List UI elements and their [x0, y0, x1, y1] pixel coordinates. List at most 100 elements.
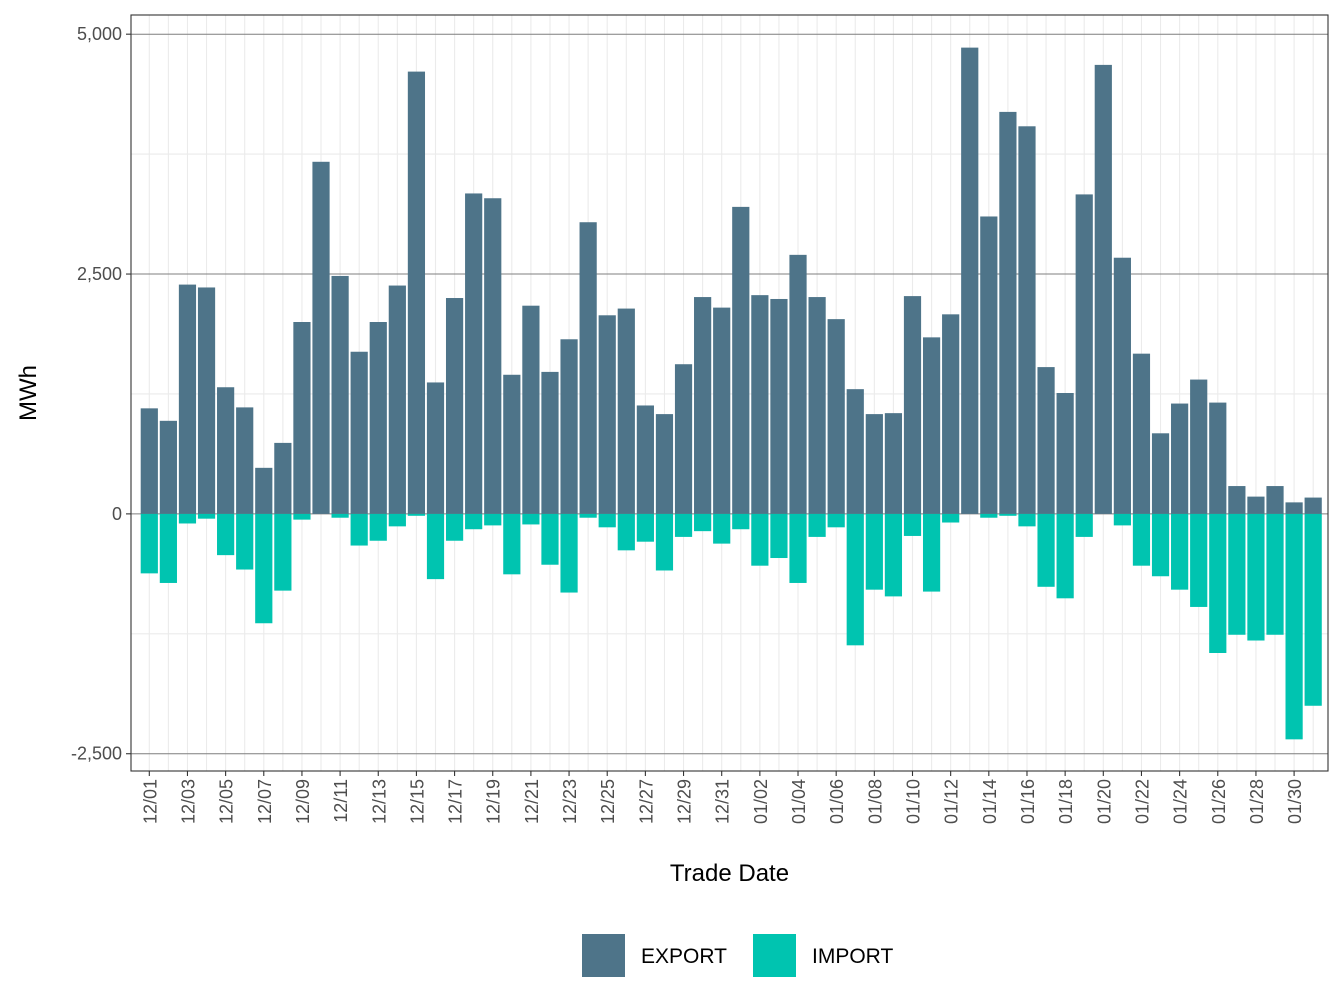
bar-export	[140, 408, 158, 514]
bar-import	[598, 513, 616, 528]
bar-export	[350, 351, 368, 514]
x-tick-label: 12/31	[713, 779, 733, 824]
y-tick-label: 5,000	[77, 24, 122, 44]
bar-import	[579, 513, 597, 518]
x-tick-label: 12/17	[446, 779, 466, 824]
x-tick-label: 01/26	[1209, 779, 1229, 824]
bar-export	[388, 285, 406, 514]
bar-export	[1056, 393, 1074, 514]
bar-import	[484, 513, 502, 526]
bar-export	[961, 47, 979, 514]
bar-import	[1304, 513, 1322, 706]
bar-export	[1266, 486, 1284, 514]
x-axis: 12/01 12/03 12/05 12/07 12/09 12/11 12/13 12/15…	[140, 771, 1305, 824]
bar-import	[1171, 513, 1189, 590]
bar-import	[808, 513, 826, 537]
y-tick-label: 0	[112, 504, 122, 524]
bar-import	[1190, 513, 1208, 607]
bar-export	[1132, 353, 1151, 514]
bar-import	[1266, 513, 1284, 635]
x-tick-label: 12/07	[255, 779, 275, 824]
bar-import	[1285, 513, 1303, 740]
bar-export	[636, 405, 654, 514]
bar-export	[274, 442, 292, 514]
bar-import	[999, 513, 1017, 516]
bar-export	[999, 111, 1017, 514]
x-tick-label: 01/30	[1285, 779, 1305, 824]
x-tick-label: 01/22	[1132, 779, 1152, 824]
bar-import	[1075, 513, 1093, 537]
bar-export	[1151, 433, 1170, 514]
bar-export	[1285, 502, 1303, 514]
bar-export	[655, 414, 674, 514]
bar-export	[217, 387, 235, 514]
legend: EXPORT IMPORT	[582, 934, 893, 977]
bar-export	[827, 319, 845, 514]
x-tick-label: 12/09	[293, 779, 313, 824]
x-tick-label: 01/02	[751, 779, 771, 824]
plot-panel-border	[130, 14, 1329, 772]
x-tick-label: 01/14	[980, 779, 1000, 824]
bar-export	[980, 216, 998, 514]
bar-export	[846, 389, 864, 514]
bar-import	[751, 513, 769, 566]
x-tick-label: 01/20	[1094, 779, 1114, 824]
bar-import	[732, 513, 750, 530]
bar-export	[617, 308, 635, 514]
bar-import	[636, 513, 654, 542]
x-tick-label: 01/24	[1171, 779, 1191, 824]
x-tick-label: 12/21	[522, 779, 542, 824]
bar-import	[655, 513, 674, 571]
bar-import	[846, 513, 864, 646]
bar-export	[293, 322, 311, 514]
bar-import	[407, 513, 426, 516]
bar-import	[445, 513, 464, 541]
x-tick-label: 12/05	[217, 779, 237, 824]
legend-label-export: EXPORT	[641, 945, 727, 968]
x-tick-label: 12/01	[140, 779, 160, 824]
bar-export	[197, 287, 216, 514]
bar-export	[1037, 367, 1055, 514]
bar-export	[1171, 403, 1189, 514]
bar-import	[1151, 513, 1170, 577]
bar-export	[1075, 194, 1093, 514]
bar-import	[827, 513, 845, 528]
x-tick-label: 01/08	[865, 779, 885, 824]
x-tick-label: 12/23	[560, 779, 580, 824]
legend-label-import: IMPORT	[812, 945, 893, 968]
bar-import	[903, 513, 922, 536]
bar-import	[1209, 513, 1227, 653]
bar-import	[865, 513, 883, 590]
bar-import	[293, 513, 311, 520]
bar-import	[770, 513, 788, 559]
x-tick-label: 01/28	[1247, 779, 1267, 824]
bar-import	[159, 513, 177, 583]
bar-export	[1018, 126, 1036, 514]
bar-import	[140, 513, 158, 574]
bar-import	[236, 513, 254, 570]
bar-export	[751, 295, 769, 514]
bar-import	[713, 513, 731, 544]
bar-export	[178, 284, 197, 514]
bar-export	[331, 275, 349, 514]
x-tick-label: 12/11	[331, 779, 351, 823]
y-tick-label: -2,500	[71, 744, 122, 764]
bar-import	[1056, 513, 1074, 599]
x-tick-label: 01/16	[1018, 779, 1038, 824]
bar-import	[255, 513, 273, 624]
bar-import	[1037, 513, 1055, 587]
bar-export	[484, 198, 502, 514]
bar-export	[503, 374, 521, 514]
bar-export	[674, 364, 693, 514]
bar-export	[1209, 402, 1227, 514]
bar-import	[388, 513, 406, 527]
bar-export	[312, 161, 330, 514]
bar-import	[1018, 513, 1036, 527]
legend-swatch-import	[753, 934, 796, 977]
bar-export	[1094, 64, 1112, 514]
x-tick-label: 01/12	[942, 779, 962, 824]
bar-export	[922, 337, 941, 514]
x-axis-title: Trade Date	[670, 860, 789, 887]
y-axis-title: MWh	[15, 365, 42, 421]
